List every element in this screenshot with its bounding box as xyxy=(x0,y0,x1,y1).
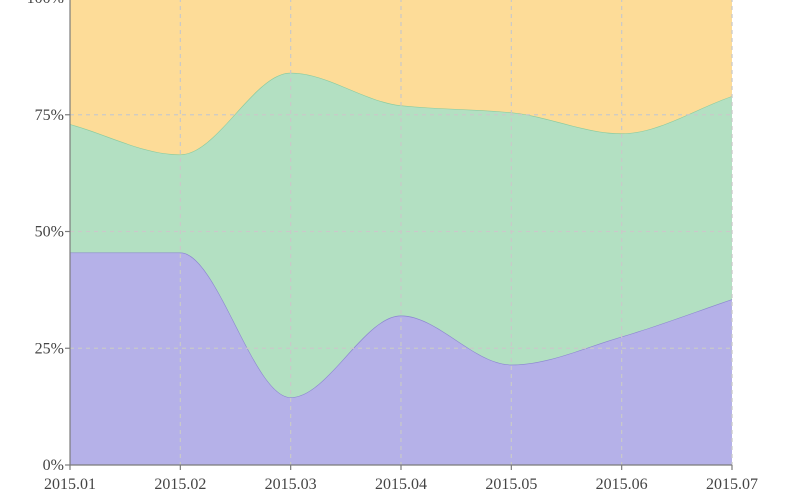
area-series-1-line xyxy=(70,251,733,398)
x-tick-label: 2015.04 xyxy=(375,476,427,493)
x-tick-label: 2015.02 xyxy=(154,476,206,493)
x-tick-label: 2015.01 xyxy=(44,476,96,493)
x-tick-label: 2015.06 xyxy=(596,476,648,493)
x-tick-label: 2015.03 xyxy=(265,476,317,493)
axes xyxy=(65,0,733,470)
tick-labels: 0% 25% 50% 75% 100% 2015.01 2015.02 2015.03 2015… xyxy=(27,0,758,493)
y-tick-label: 50% xyxy=(35,224,64,241)
x-tick-label: 2015.07 xyxy=(706,476,758,493)
x-tick-label: 2015.05 xyxy=(485,476,537,493)
grid-lines xyxy=(70,0,733,465)
area-series-2 xyxy=(70,72,732,398)
y-tick-label: 25% xyxy=(35,340,64,357)
area-series-3 xyxy=(70,0,732,155)
y-tick-label: 75% xyxy=(35,107,64,124)
y-tick-label: 0% xyxy=(43,457,64,474)
y-tick-label: 100% xyxy=(27,0,64,7)
